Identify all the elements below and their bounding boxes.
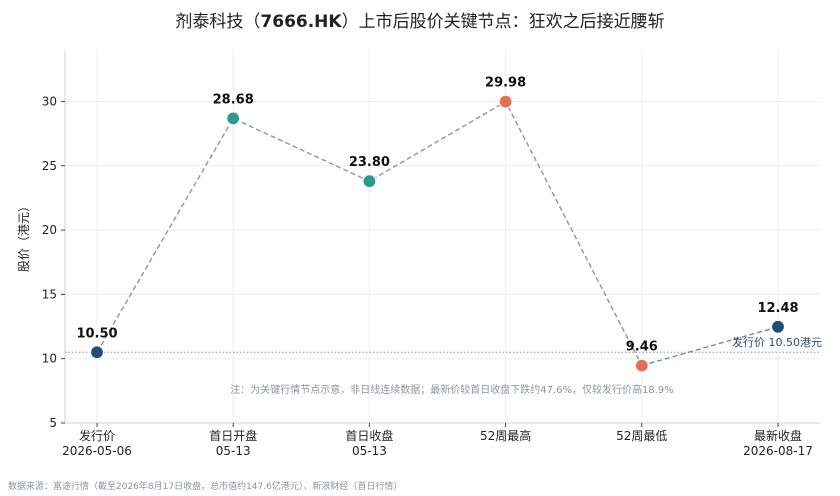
- x-tick-label: 首日收盘: [345, 428, 393, 443]
- grid: [65, 50, 820, 424]
- x-tick-label: 发行价: [79, 428, 115, 443]
- x-tick-date: 2026-08-17: [743, 444, 813, 458]
- x-tick-date: 05-13: [216, 444, 251, 458]
- data-label: 29.98: [485, 76, 526, 91]
- data-label: 9.46: [626, 340, 658, 355]
- y-tick-label: 15: [42, 287, 57, 301]
- value-labels: 10.50 28.68 23.80 29.98 9.46 12.48: [76, 76, 798, 355]
- y-tick-label: 25: [42, 159, 57, 173]
- chart-title: 剂泰科技（7666.HK）上市后股价关键节点：狂欢之后接近腰斩: [175, 12, 664, 32]
- data-label: 10.50: [76, 326, 117, 341]
- source-note: 数据来源：富途行情（截至2026年8月17日收盘，总市值约147.6亿港元）、新…: [8, 480, 402, 492]
- data-label: 12.48: [757, 301, 798, 316]
- y-tick-label: 20: [42, 223, 57, 237]
- data-point: [634, 358, 649, 373]
- y-tick-label: 30: [42, 94, 57, 108]
- x-tick-label: 最新收盘: [754, 428, 802, 443]
- data-label: 28.68: [213, 92, 254, 107]
- y-tick-label: 10: [42, 352, 57, 366]
- data-point: [362, 174, 377, 189]
- x-tick-label: 52周最低: [616, 429, 667, 443]
- x-tick-label: 52周最高: [480, 428, 531, 443]
- data-label: 23.80: [349, 155, 390, 170]
- y-ticks: 5 10 15 20 25 30: [42, 94, 65, 430]
- data-point: [226, 111, 241, 126]
- x-tick-label: 首日开盘: [209, 428, 257, 443]
- y-axis-label: 股价（港元）: [17, 200, 31, 272]
- y-tick-label: 5: [49, 416, 57, 430]
- points: [89, 94, 786, 373]
- data-point: [498, 94, 513, 109]
- data-point: [89, 345, 105, 360]
- x-tick-date: 05-13: [352, 444, 387, 458]
- chart-annotation: 注：为关键行情节点示意，非日线连续数据；最新价较首日收盘下跌约47.6%，仅较发…: [230, 383, 674, 396]
- reference-line-label: 发行价 10.50港元: [732, 335, 822, 349]
- x-tick-date: 2026-05-06: [62, 444, 132, 458]
- data-point: [770, 319, 786, 334]
